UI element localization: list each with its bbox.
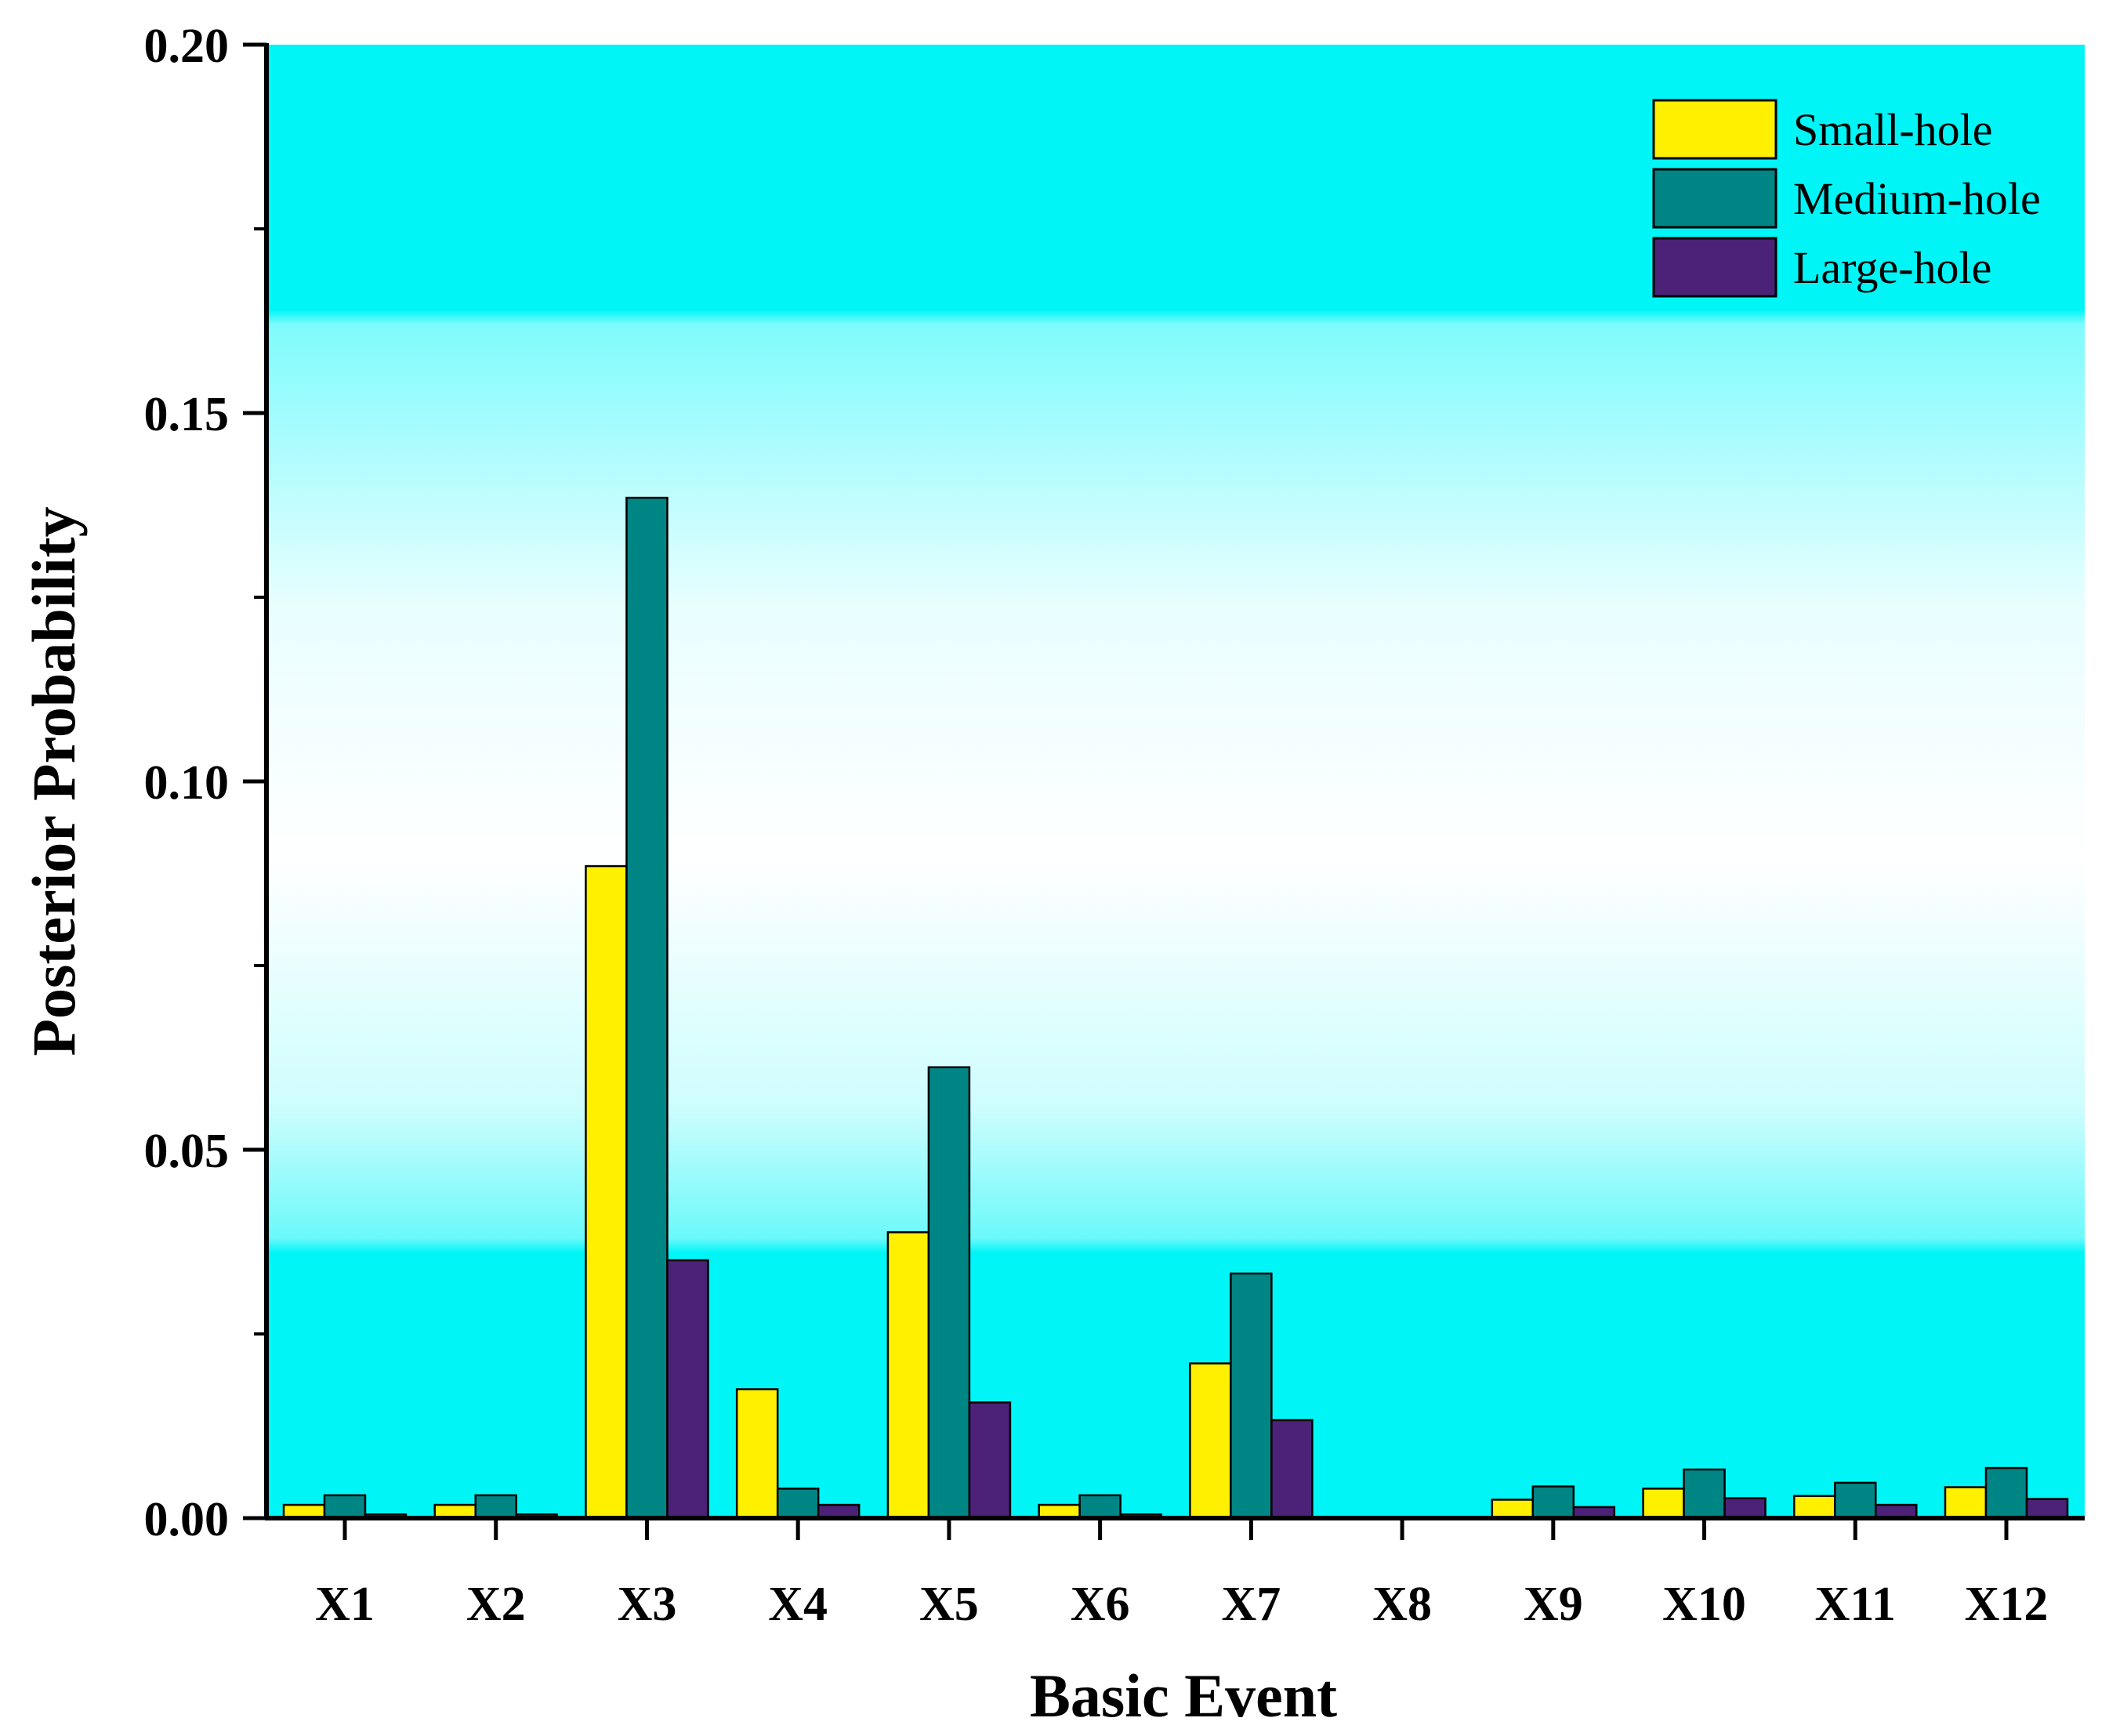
bar-large-hole-x3 bbox=[666, 1259, 709, 1520]
bar-small-hole-x10 bbox=[1642, 1488, 1685, 1520]
y-tick-label-0-05: 0.05 bbox=[144, 1125, 230, 1178]
x-tick-label-x3: X3 bbox=[618, 1578, 677, 1631]
bar-medium-hole-x2 bbox=[474, 1494, 517, 1520]
bar-small-hole-x4 bbox=[735, 1388, 779, 1520]
bar-large-hole-x5 bbox=[968, 1401, 1012, 1520]
x-tick-label-x4: X4 bbox=[768, 1578, 828, 1631]
legend-label-small-hole: Small-hole bbox=[1793, 104, 1993, 155]
x-tick-label-x2: X2 bbox=[466, 1578, 526, 1631]
bar-small-hole-x11 bbox=[1793, 1495, 1836, 1520]
bars-layer bbox=[282, 496, 2069, 1520]
y-axis-title: Posterior Probability bbox=[20, 506, 88, 1056]
legend-swatch-large-hole bbox=[1652, 237, 1777, 298]
y-tick-labels: 0.00 0.05 0.10 0.15 0.20 bbox=[144, 20, 230, 1546]
axes-layer bbox=[243, 42, 2085, 1540]
bar-large-hole-x10 bbox=[1723, 1497, 1767, 1520]
bar-medium-hole-x4 bbox=[776, 1488, 820, 1520]
bar-medium-hole-x7 bbox=[1230, 1272, 1273, 1520]
x-tick-label-x1: X1 bbox=[315, 1578, 375, 1631]
bar-medium-hole-x6 bbox=[1078, 1494, 1122, 1520]
bar-medium-hole-x12 bbox=[1984, 1466, 2028, 1520]
x-axis-title: Basic Event bbox=[1030, 1662, 1337, 1730]
bar-medium-hole-x11 bbox=[1834, 1481, 1877, 1520]
legend: Small-hole Medium-hole Large-hole bbox=[1652, 99, 2041, 298]
bar-medium-hole-x5 bbox=[927, 1066, 971, 1520]
y-tick-label-0-15: 0.15 bbox=[144, 388, 230, 441]
bar-medium-hole-x10 bbox=[1683, 1468, 1726, 1520]
plot-background bbox=[266, 45, 2085, 1518]
bar-small-hole-x12 bbox=[1944, 1486, 1988, 1520]
bar-large-hole-x7 bbox=[1270, 1419, 1314, 1520]
x-tick-label-x12: X12 bbox=[1965, 1578, 2049, 1631]
x-tick-labels: X1 X2 X3 X4 X5 X6 X7 X8 X9 X10 X11 X12 bbox=[315, 1578, 2048, 1631]
bar-medium-hole-x1 bbox=[323, 1494, 367, 1520]
y-tick-label-0-10: 0.10 bbox=[144, 756, 230, 810]
bar-medium-hole-x9 bbox=[1531, 1485, 1575, 1520]
legend-swatch-medium-hole bbox=[1652, 168, 1777, 229]
x-tick-label-x7: X7 bbox=[1221, 1578, 1281, 1631]
y-tick-label-0-00: 0.00 bbox=[144, 1493, 230, 1546]
bar-small-hole-x5 bbox=[886, 1231, 930, 1520]
x-tick-label-x5: X5 bbox=[919, 1578, 979, 1631]
y-tick-label-0-20: 0.20 bbox=[144, 20, 230, 73]
x-tick-label-x11: X11 bbox=[1815, 1578, 1896, 1631]
bar-medium-hole-x3 bbox=[625, 496, 669, 1520]
bar-small-hole-x3 bbox=[585, 864, 628, 1520]
x-tick-label-x8: X8 bbox=[1372, 1578, 1432, 1631]
bar-large-hole-x12 bbox=[2025, 1498, 2069, 1520]
x-tick-label-x6: X6 bbox=[1071, 1578, 1130, 1631]
legend-label-medium-hole: Medium-hole bbox=[1793, 173, 2041, 224]
bar-small-hole-x9 bbox=[1491, 1499, 1535, 1520]
bar-small-hole-x7 bbox=[1189, 1362, 1232, 1520]
x-tick-label-x9: X9 bbox=[1524, 1578, 1583, 1631]
legend-label-large-hole: Large-hole bbox=[1793, 242, 1991, 293]
legend-swatch-small-hole bbox=[1652, 99, 1777, 160]
x-tick-label-x10: X10 bbox=[1662, 1578, 1746, 1631]
